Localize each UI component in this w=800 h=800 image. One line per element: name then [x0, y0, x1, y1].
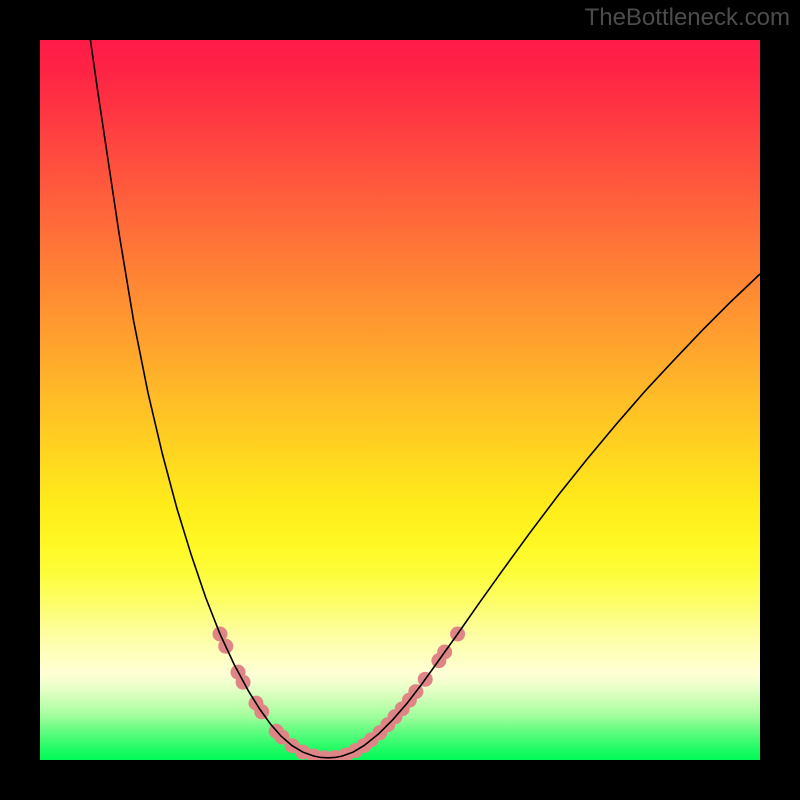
bottleneck-chart	[40, 40, 760, 760]
watermark-text: TheBottleneck.com	[585, 4, 790, 32]
chart-container	[40, 40, 760, 760]
chart-background	[40, 40, 760, 760]
